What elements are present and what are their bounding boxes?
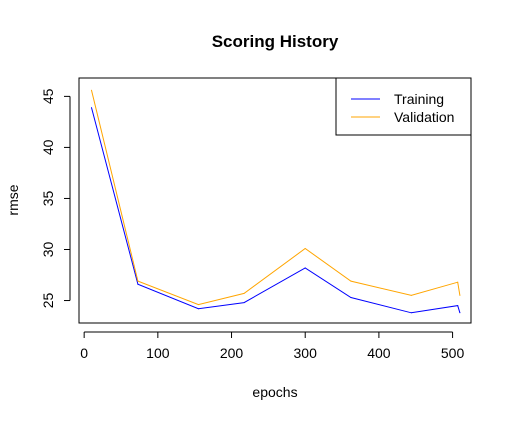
y-axis: 25 30 35 40 45 <box>40 88 71 309</box>
legend-box <box>335 77 472 136</box>
data-point-validation <box>350 280 352 282</box>
data-point-training <box>137 283 139 285</box>
y-tick-label: 35 <box>40 191 56 207</box>
data-point-training <box>459 312 461 314</box>
x-tick-label: 100 <box>146 345 170 361</box>
x-tick-label: 300 <box>294 345 318 361</box>
y-axis-title: rmse <box>5 184 21 215</box>
data-point-validation <box>243 292 245 294</box>
x-tick-label: 200 <box>220 345 244 361</box>
data-point-training <box>197 308 199 310</box>
data-point-training <box>243 302 245 304</box>
x-axis-title: epochs <box>252 384 297 400</box>
legend: Training Validation <box>335 77 472 136</box>
y-tick-label: 25 <box>40 293 56 309</box>
x-tick-label: 400 <box>367 345 391 361</box>
data-point-validation <box>137 280 139 282</box>
x-tick-label: 0 <box>80 345 88 361</box>
data-point-validation <box>459 294 461 296</box>
data-point-validation <box>410 294 412 296</box>
legend-label-training: Training <box>394 91 444 107</box>
x-axis: 0 100 200 300 400 500 <box>80 331 465 361</box>
y-tick-label: 30 <box>40 242 56 258</box>
data-point-training <box>304 267 306 269</box>
data-point-training <box>457 305 459 307</box>
legend-label-validation: Validation <box>394 109 454 125</box>
series-layer <box>91 89 461 314</box>
data-point-validation <box>304 248 306 249</box>
data-point-training <box>410 312 412 314</box>
series-line-training <box>91 107 461 314</box>
data-point-training <box>350 297 352 298</box>
data-point-validation <box>91 89 92 91</box>
data-point-validation <box>457 281 459 283</box>
data-point-validation <box>197 304 199 306</box>
x-tick-label: 500 <box>441 345 465 361</box>
y-tick-label: 45 <box>40 88 56 104</box>
data-point-training <box>91 107 92 109</box>
chart-title: Scoring History <box>212 32 339 51</box>
y-tick-label: 40 <box>40 139 56 155</box>
plot-frame <box>78 77 472 324</box>
